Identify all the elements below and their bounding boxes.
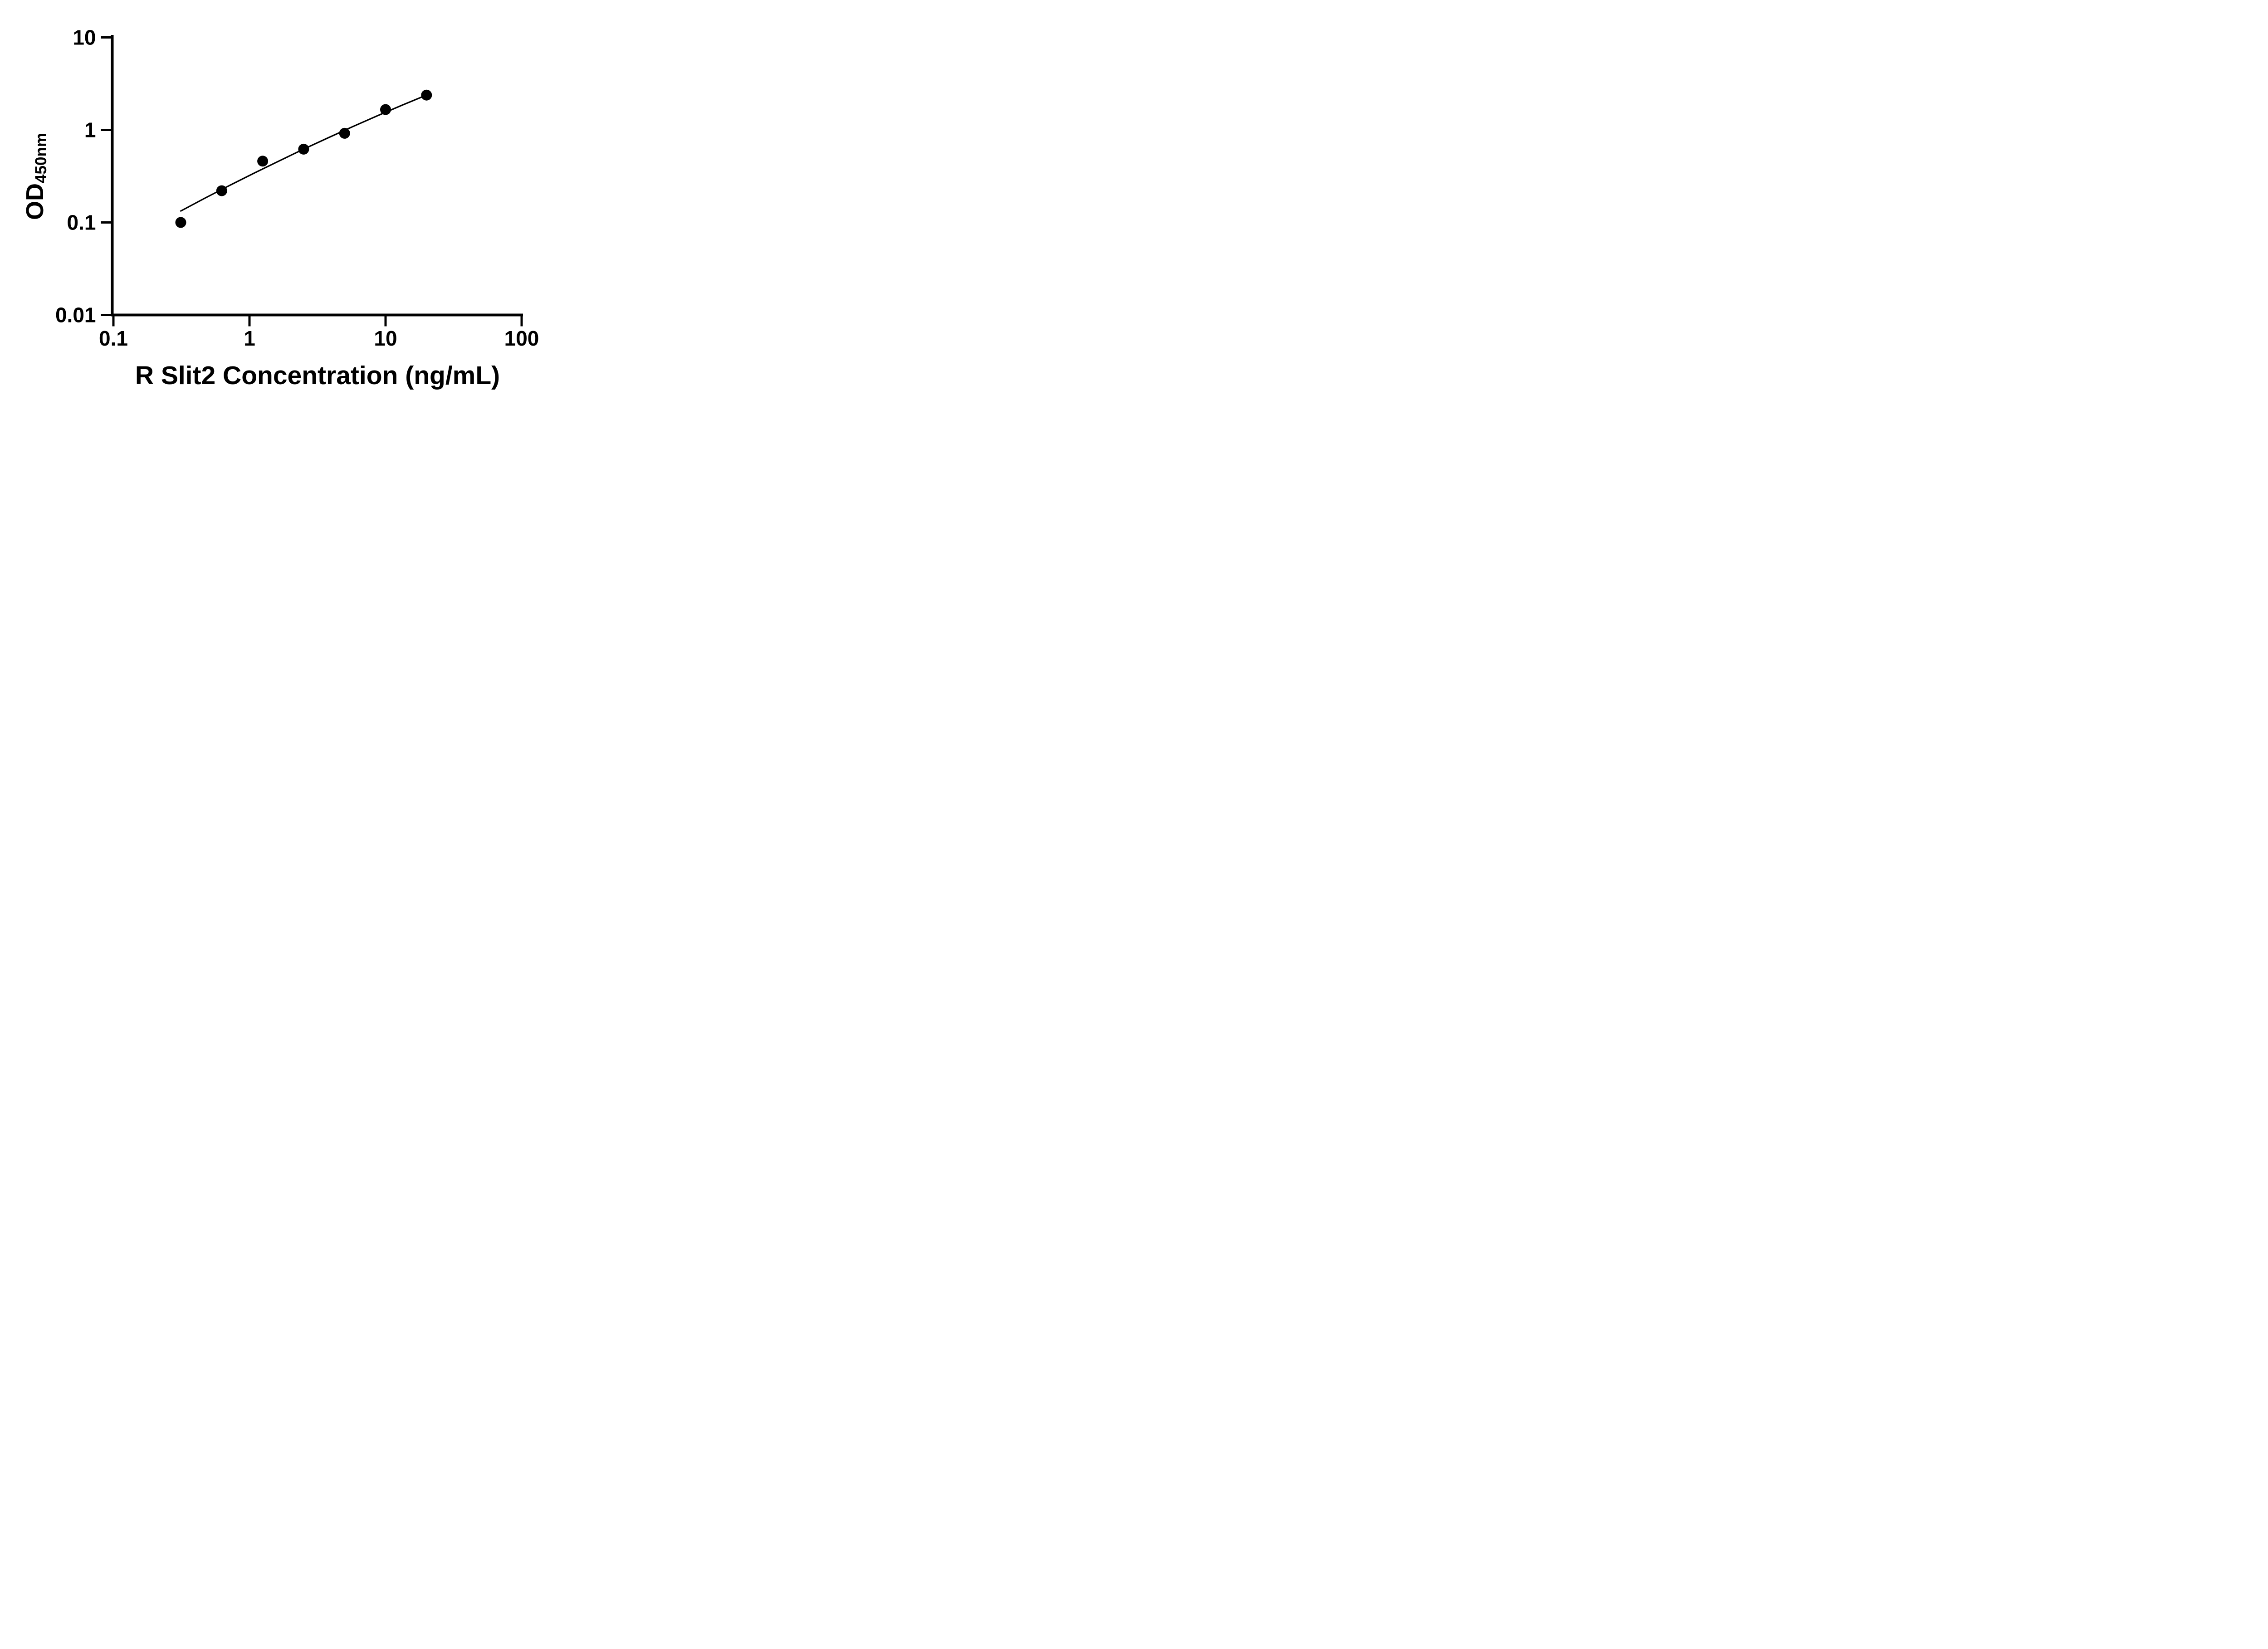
- x-axis-title: R Slit2 Concentration (ng/mL): [135, 361, 500, 390]
- y-axis-tick-label: 10: [73, 26, 96, 49]
- x-axis-tick-label: 0.1: [99, 327, 128, 350]
- data-point: [216, 185, 227, 196]
- y-axis-title-main: OD: [21, 183, 49, 220]
- data-point: [339, 127, 350, 139]
- y-axis-title: OD450nm: [21, 133, 50, 220]
- x-axis-tick-label: 10: [374, 327, 397, 350]
- y-axis-title-subscript: 450nm: [32, 133, 50, 183]
- y-axis-tick-label: 0.01: [55, 303, 96, 327]
- data-point: [257, 156, 269, 167]
- data-point: [175, 217, 186, 228]
- data-point: [421, 89, 432, 101]
- y-axis-tick-label: 0.1: [67, 211, 96, 234]
- data-point: [298, 143, 309, 155]
- y-axis-tick-label: 1: [84, 118, 96, 142]
- x-axis-tick-label: 1: [244, 327, 255, 350]
- x-axis-tick-label: 100: [504, 327, 539, 350]
- data-point: [380, 104, 391, 115]
- elisa-standard-curve-figure: 10 1 0.1 0.01 0.1 1 10 100 R Slit2 Concentratio…: [0, 0, 583, 412]
